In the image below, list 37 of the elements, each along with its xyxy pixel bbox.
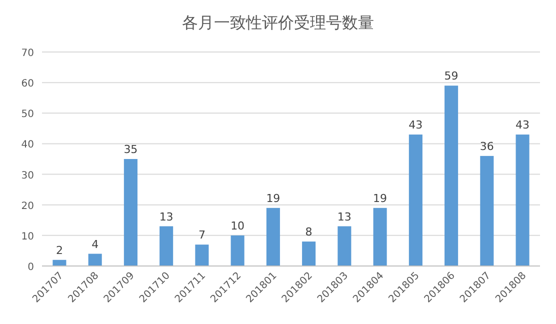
y-tick-label: 40 <box>21 140 34 151</box>
bar <box>373 208 387 266</box>
data-label: 43 <box>516 118 530 132</box>
bar <box>302 242 316 266</box>
bar <box>160 226 174 266</box>
data-label: 43 <box>408 118 423 132</box>
data-label: 59 <box>444 70 458 83</box>
data-label: 2 <box>56 244 63 257</box>
y-tick-label: 20 <box>21 200 34 212</box>
chart-title: 各月一致性评价受理号数量 <box>182 13 374 32</box>
data-label: 8 <box>305 226 312 239</box>
bar <box>480 156 494 266</box>
data-label: 4 <box>92 238 99 251</box>
y-tick-label: 50 <box>21 109 34 120</box>
bar <box>266 208 280 266</box>
y-tick-label: 70 <box>21 48 34 59</box>
bar <box>338 226 352 266</box>
bar <box>124 159 138 266</box>
data-label: 10 <box>230 219 245 232</box>
bar <box>230 235 244 266</box>
bar <box>88 254 102 266</box>
y-tick-label: 0 <box>28 262 34 273</box>
bar <box>516 134 530 266</box>
data-label: 7 <box>198 228 206 242</box>
data-label: 13 <box>337 210 352 224</box>
bar <box>195 244 209 266</box>
bar <box>52 260 66 266</box>
data-label: 19 <box>373 192 388 205</box>
data-label: 19 <box>266 192 280 205</box>
data-label: 13 <box>159 210 174 224</box>
y-tick-label: 60 <box>21 78 34 90</box>
bar <box>444 86 458 266</box>
data-label: 35 <box>124 143 138 156</box>
y-tick-label: 30 <box>21 170 34 182</box>
bar <box>408 134 422 266</box>
y-tick-label: 10 <box>21 231 34 242</box>
data-label: 36 <box>480 140 494 153</box>
